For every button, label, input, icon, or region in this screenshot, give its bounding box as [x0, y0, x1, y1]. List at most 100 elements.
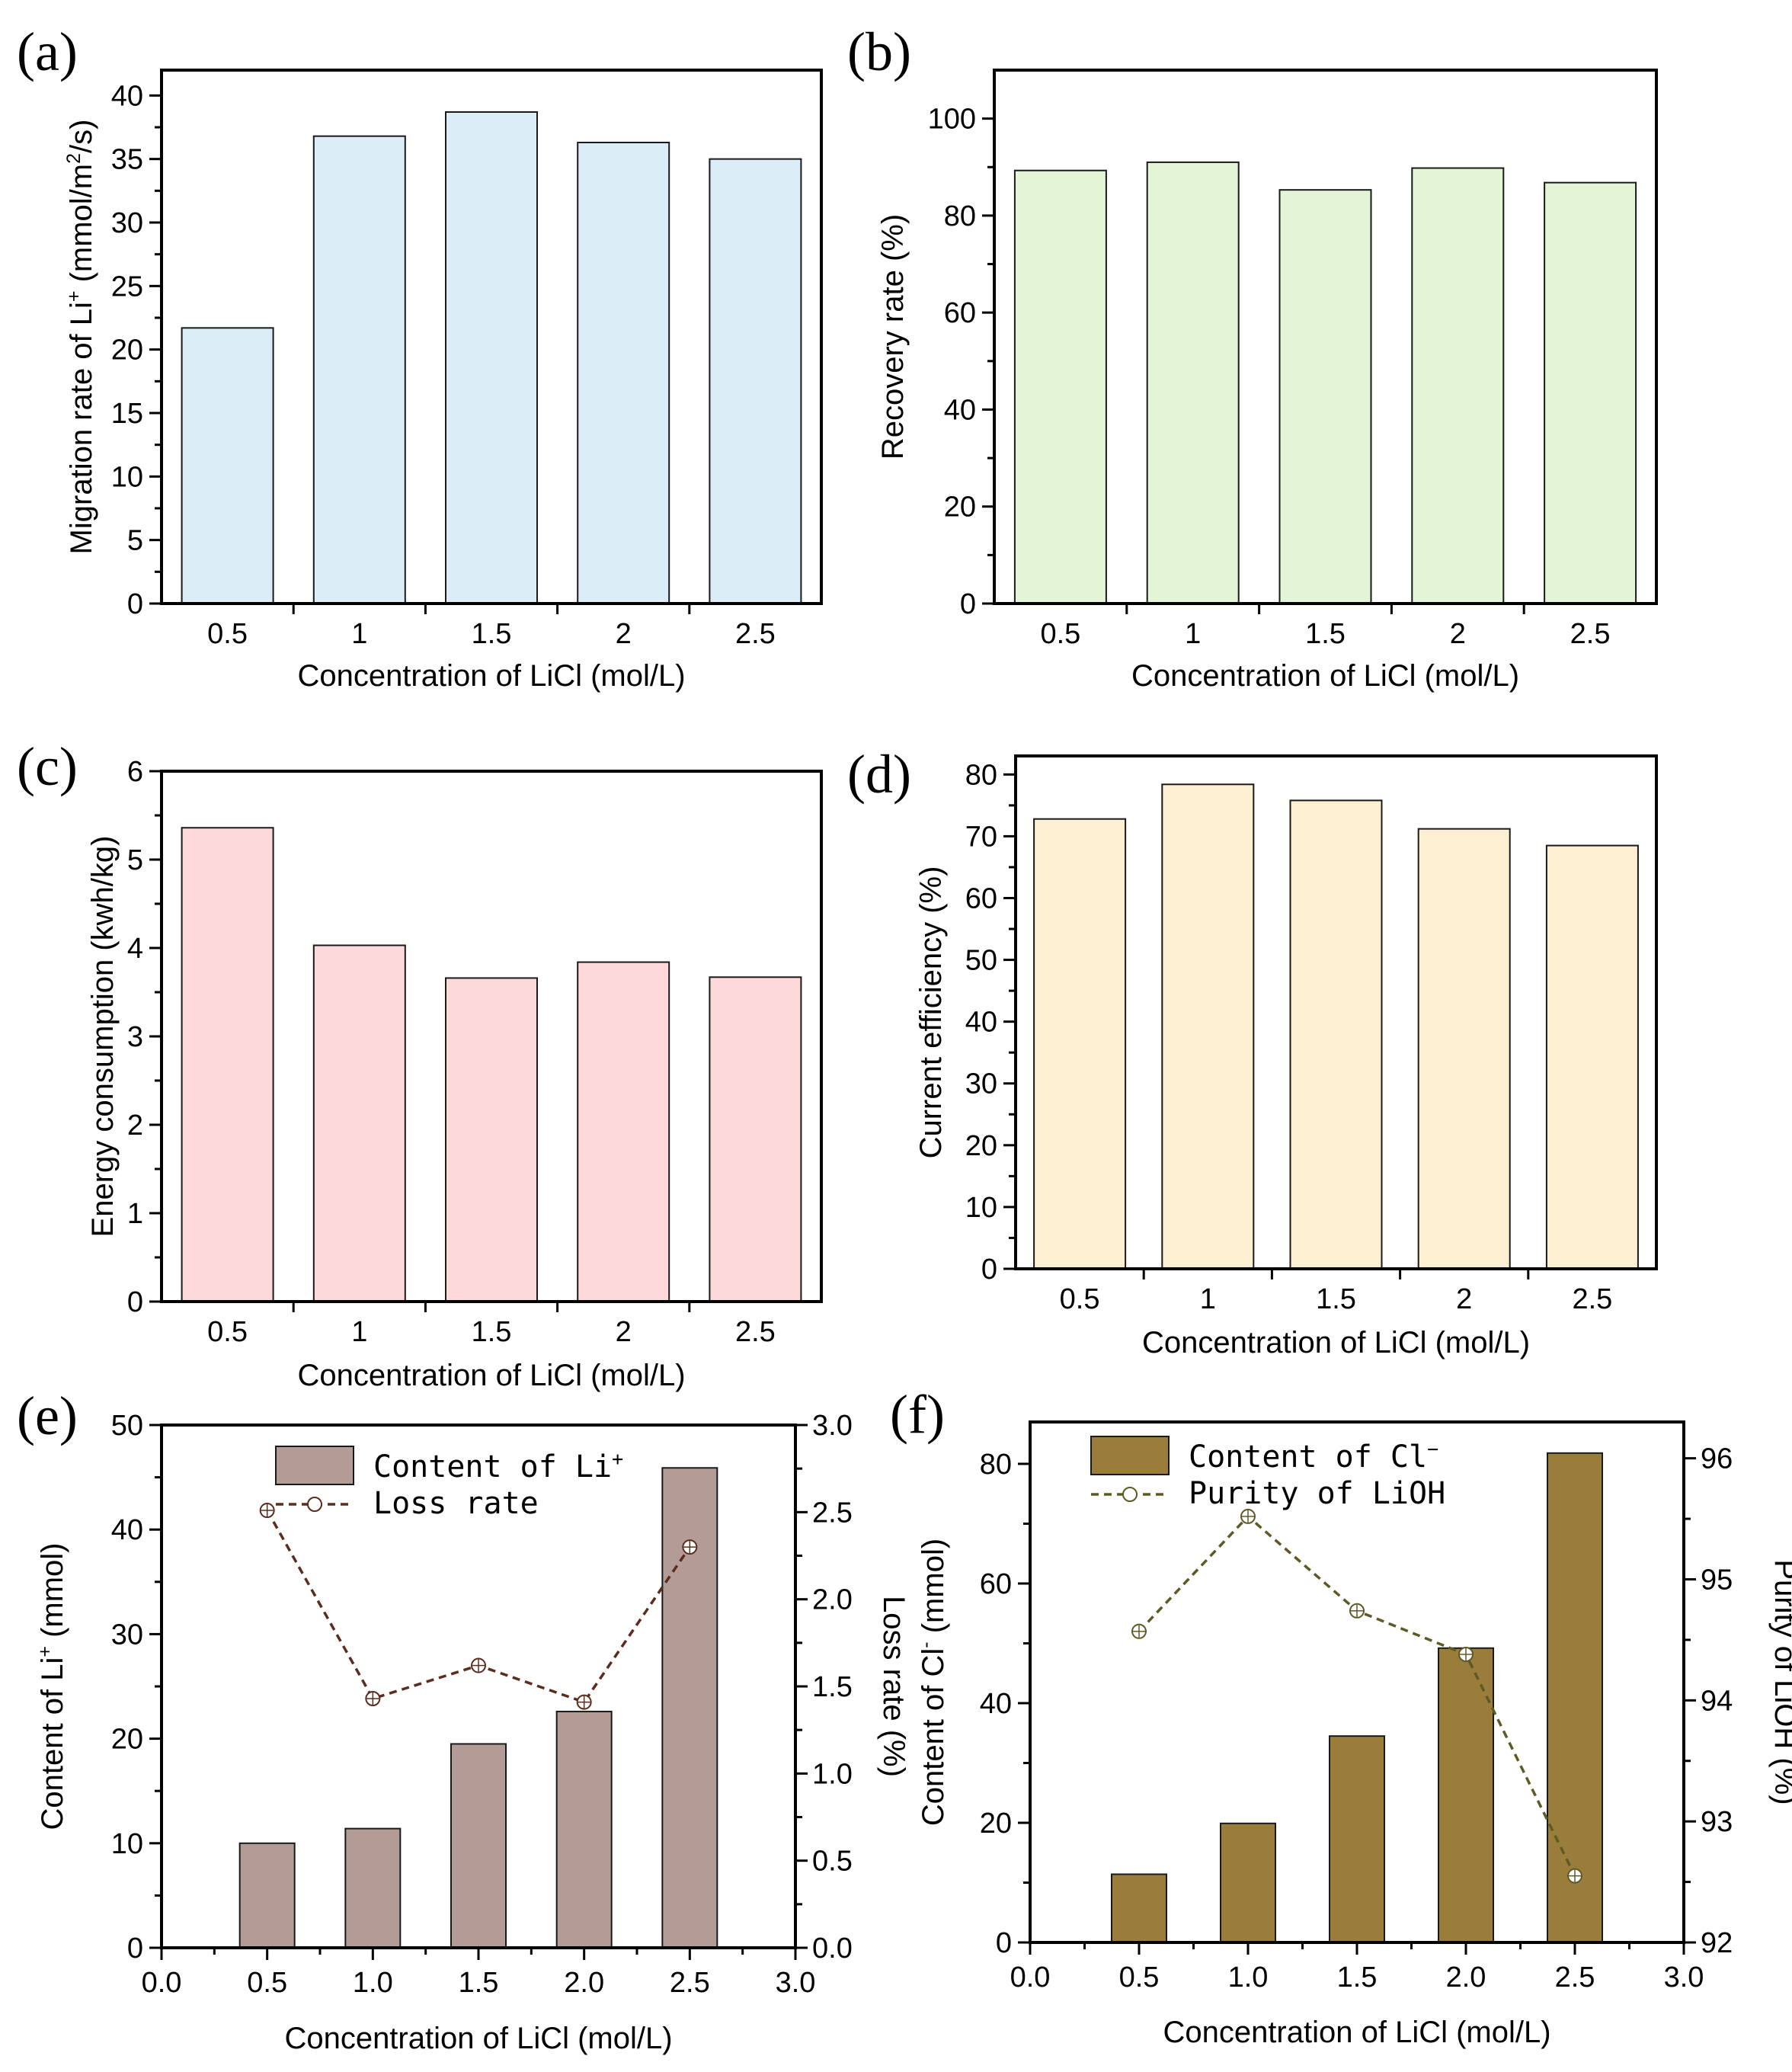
legend-line-marker — [307, 1497, 322, 1512]
x-tick-label: 2.5 — [735, 1316, 776, 1348]
x-tick-label: 2 — [1450, 618, 1466, 650]
y-tick-label: 40 — [111, 80, 143, 112]
y-tick-label: 20 — [944, 492, 976, 524]
y-axis-label-part: (mmol) — [36, 1543, 69, 1647]
panel-b-recovery-rate-chart: (b) 0 20 40 60 80 100 0.5 1 1.5 2 2.5 Concentration … — [847, 21, 1658, 693]
legend-line-label: Loss rate — [373, 1486, 539, 1521]
legend-line-label: Purity of LiOH — [1189, 1476, 1445, 1511]
bar-2 — [450, 1743, 507, 1949]
bar-1 — [1161, 783, 1255, 1270]
y-tick-label: 0 — [960, 588, 976, 620]
x-tick-label: 2 — [616, 618, 632, 650]
x-axis-label: Concentration of LiCl (mol/L) — [1163, 2016, 1550, 2049]
bar-2 — [445, 111, 538, 604]
y-tick-label: 30 — [111, 207, 143, 239]
plot-frame — [993, 69, 1658, 605]
bar-0 — [1033, 818, 1127, 1270]
y-tick-label: 30 — [111, 1619, 143, 1651]
y-tick-label: 60 — [980, 1568, 1012, 1600]
panel-letter-b: (b) — [847, 21, 911, 82]
y-tick-label: 0 — [996, 1927, 1012, 1959]
bar-2 — [1278, 189, 1372, 604]
bar-3 — [1417, 828, 1511, 1270]
panel-letter-f: (f) — [890, 1384, 945, 1445]
y-tick-label: 60 — [944, 297, 976, 329]
y-tick-label: 10 — [111, 1828, 143, 1860]
y-tick-label: 10 — [111, 461, 143, 493]
x-tick-label: 3.0 — [1664, 1962, 1704, 1994]
x-axis-label: Concentration of LiCl (mol/L) — [1142, 1326, 1530, 1359]
plot-frame — [1014, 754, 1658, 1270]
y-tick-label: 20 — [980, 1808, 1012, 1840]
y-tick-label: 6 — [127, 756, 143, 788]
y-tick-label: 0 — [127, 588, 143, 620]
x-tick-label: 3.0 — [776, 1967, 816, 1999]
y-tick-label: 2 — [127, 1110, 143, 1142]
bar-3 — [1411, 167, 1505, 604]
panel-letter-c: (c) — [17, 736, 78, 797]
x-tick-label: 2.5 — [735, 618, 776, 650]
bar-2 — [445, 977, 538, 1302]
y2-tick-label: 94 — [1701, 1685, 1733, 1717]
y2-tick-label: 96 — [1701, 1443, 1733, 1475]
bar-4 — [709, 158, 802, 604]
panel-letter-e: (e) — [17, 1385, 78, 1446]
bar-1 — [344, 1827, 402, 1949]
y-tick-label: 35 — [111, 144, 143, 176]
panel-e-li-content-loss-rate-chart: (e) 0 10 20 30 40 50 0.0 0.5 1.0 1.5 2.0 2.5 3.0 Conce… — [17, 1385, 910, 2055]
x-tick-label: 2.5 — [670, 1967, 710, 1999]
x-tick-label: 1.5 — [1316, 1283, 1356, 1315]
y-axis-label-part: /s) — [65, 120, 98, 153]
x-tick-label: 2.5 — [1570, 618, 1611, 650]
y-axis-label-part: (mmol) — [917, 1539, 950, 1642]
x-tick-label: 0.5 — [1060, 1283, 1100, 1315]
bar-3 — [577, 961, 670, 1303]
x-tick-label: 2.5 — [1555, 1962, 1595, 1994]
x-axis-label: Concentration of LiCl (mol/L) — [297, 1359, 685, 1392]
y-axis-label-part: - — [915, 1641, 936, 1648]
bar-3 — [555, 1710, 613, 1949]
bar-1 — [1220, 1822, 1276, 1944]
x-tick-label: 1.5 — [1305, 618, 1346, 650]
panel-c-energy-consumption-chart: (c) 0 1 2 3 4 5 6 0.5 1 1.5 2 2.5 Concentration of Li… — [17, 736, 823, 1392]
y-axis-label-part: Current efficiency (%) — [914, 866, 948, 1159]
bar-2 — [1329, 1735, 1385, 1944]
x-tick-label: 1.5 — [1337, 1962, 1378, 1994]
x-tick-label: 2 — [616, 1316, 632, 1348]
y-axis-label-part: Recovery rate (%) — [876, 214, 910, 460]
y-axis-label-part: + — [63, 291, 85, 303]
legend-bar-label: Content of Li+ — [373, 1448, 623, 1484]
y-axis-label-part: 2 — [63, 153, 85, 164]
y-axis-label-part: Content of Cl — [917, 1648, 950, 1826]
y-tick-label: 40 — [980, 1688, 1012, 1720]
y2-tick-label: 92 — [1701, 1927, 1733, 1959]
x-tick-label: 1 — [351, 1316, 367, 1348]
x-tick-label: 0.5 — [207, 618, 248, 650]
x-tick-label: 1.0 — [353, 1967, 393, 1999]
y-axis-label-part: (mmol/m — [65, 164, 98, 291]
y2-tick-label: 1.0 — [812, 1758, 853, 1790]
x-tick-label: 2 — [1456, 1283, 1472, 1315]
y-tick-label: 25 — [111, 271, 143, 303]
line-series-path — [266, 1510, 691, 1704]
y-axis-label: Content of Li+ (mmol) — [34, 1543, 69, 1830]
legend-bar-swatch — [1090, 1436, 1170, 1475]
bar-0 — [1111, 1873, 1167, 1943]
y-axis-label: Energy consumption (kwh/kg) — [86, 836, 120, 1238]
x-tick-label: 0.5 — [1040, 618, 1080, 650]
legend-bar-label-part: − — [1427, 1438, 1438, 1460]
bar-0 — [1013, 169, 1107, 604]
bar-4 — [1545, 844, 1639, 1270]
bar-4 — [1547, 1452, 1603, 1943]
x-tick-label: 2.0 — [564, 1967, 604, 1999]
x-tick-label: 0.5 — [247, 1967, 287, 1999]
y2-tick-label: 0.0 — [812, 1933, 853, 1965]
y2-tick-label: 95 — [1701, 1564, 1733, 1596]
legend-bar-label-part: Content of Li — [373, 1449, 612, 1484]
y2-axis-label: Purity of LiOH (%) — [1768, 1559, 1792, 1805]
legend-bar-swatch — [275, 1446, 354, 1485]
y-tick-label: 80 — [965, 759, 997, 791]
y-tick-label: 100 — [928, 104, 976, 136]
plot-frame — [160, 69, 823, 605]
legend-bar-label-part: + — [612, 1448, 623, 1470]
